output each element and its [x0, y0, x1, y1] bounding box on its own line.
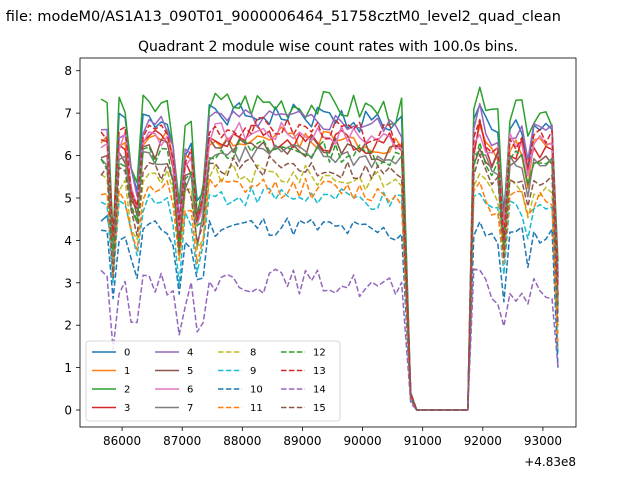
- x-tick-label: 86000: [103, 434, 141, 448]
- legend-label-11: 11: [250, 403, 263, 414]
- x-tick-label: 88000: [223, 434, 261, 448]
- legend-label-9: 9: [250, 366, 256, 377]
- legend-label-6: 6: [187, 385, 193, 396]
- x-tick-label: 92000: [464, 434, 502, 448]
- legend-label-14: 14: [313, 385, 326, 396]
- x-axis: 86000 87000 88000 89000 90000 91000 92000 93000: [103, 427, 562, 448]
- y-tick-label: 6: [64, 149, 72, 163]
- legend-label-7: 7: [187, 403, 193, 414]
- series-line-2: [100, 86, 559, 411]
- legend-label-10: 10: [250, 385, 263, 396]
- legend-label-13: 13: [313, 366, 326, 377]
- x-tick-label: 93000: [524, 434, 562, 448]
- y-tick-label: 2: [64, 319, 72, 333]
- series-line-10: [100, 217, 559, 411]
- series-line-6: [100, 121, 559, 411]
- figure-suptitle: n file: modeM0/AS1A13_090T01_9000006464_…: [0, 9, 561, 25]
- series-line-13: [100, 116, 559, 411]
- legend-label-15: 15: [313, 403, 326, 414]
- x-tick-label: 90000: [343, 434, 381, 448]
- series-lines: [100, 86, 559, 411]
- legend-label-4: 4: [187, 348, 193, 359]
- y-axis: 0 1 2 3 4 5 6 7 8: [64, 64, 80, 418]
- y-tick-label: 7: [64, 107, 72, 121]
- x-tick-label: 91000: [404, 434, 442, 448]
- legend-label-2: 2: [124, 385, 130, 396]
- legend-label-12: 12: [313, 348, 326, 359]
- y-tick-label: 4: [64, 234, 72, 248]
- legend-box: [85, 340, 341, 422]
- series-line-11: [100, 177, 559, 411]
- series-line-7: [100, 143, 559, 411]
- y-tick-label: 0: [64, 404, 72, 418]
- y-tick-label: 3: [64, 276, 72, 290]
- series-line-8: [100, 163, 559, 411]
- y-tick-label: 5: [64, 191, 72, 205]
- x-tick-label: 89000: [283, 434, 321, 448]
- series-line-14: [100, 268, 559, 411]
- series-line-4: [100, 102, 559, 411]
- x-offset-label: +4.83e8: [524, 455, 576, 469]
- legend-label-5: 5: [187, 366, 193, 377]
- chart-title: Quadrant 2 module wise count rates with …: [138, 39, 518, 55]
- series-line-0: [100, 102, 559, 411]
- y-tick-label: 1: [64, 361, 72, 375]
- series-line-15: [100, 153, 559, 411]
- legend-label-0: 0: [124, 348, 130, 359]
- x-tick-label: 87000: [163, 434, 201, 448]
- legend-label-8: 8: [250, 348, 256, 359]
- legend-label-1: 1: [124, 366, 130, 377]
- series-line-12: [100, 139, 559, 411]
- legend-label-3: 3: [124, 403, 130, 414]
- series-line-9: [100, 186, 559, 411]
- axes-frame: [79, 57, 577, 428]
- y-tick-label: 8: [64, 64, 72, 78]
